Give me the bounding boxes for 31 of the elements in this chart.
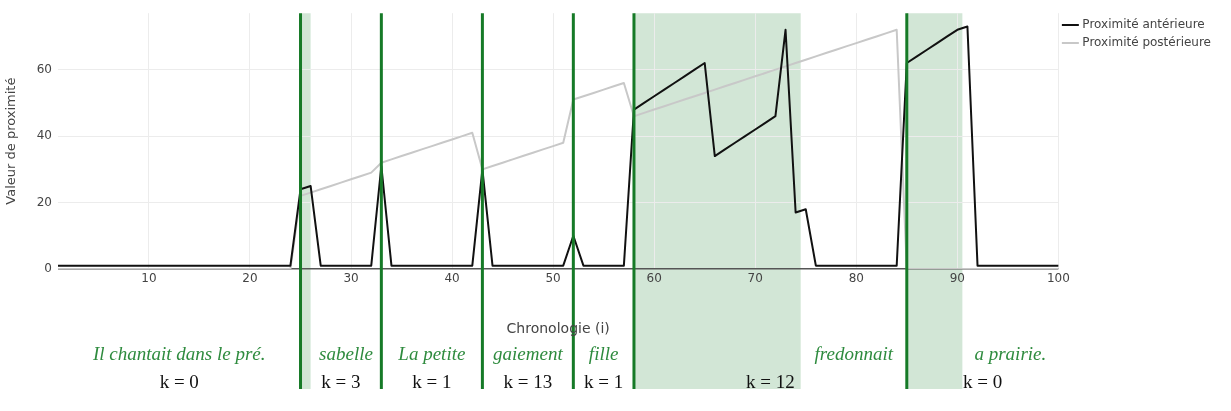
text: k = 1 <box>412 370 452 392</box>
text: k = 0 <box>962 370 1003 392</box>
text: gaiement <box>493 343 564 364</box>
text: La petite <box>397 343 466 364</box>
x-tick-label: 50 <box>545 271 561 286</box>
x-tick-label: 80 <box>848 271 864 286</box>
x-tick-label: 100 <box>1046 271 1070 286</box>
text: fredonnait <box>814 343 894 364</box>
x-tick-label: 10 <box>141 271 157 286</box>
text: k = 12 <box>746 370 795 392</box>
text: a prairie. <box>974 343 1047 364</box>
text: k = 1 <box>584 370 624 392</box>
text: k = 3 <box>321 370 361 392</box>
y-tick-label: 0 <box>44 261 52 276</box>
legend-label: Proximité postérieure <box>1082 35 1211 50</box>
x-tick-label: 60 <box>646 271 662 286</box>
y-tick-label: 60 <box>36 61 52 76</box>
text: k = 13 <box>503 370 553 392</box>
x-tick-label: 40 <box>444 271 460 286</box>
x-tick-label: 90 <box>949 271 965 286</box>
text: fille <box>588 343 619 364</box>
y-tick-label: 40 <box>36 128 52 143</box>
y-axis-title: Valeur de proximité <box>3 77 19 205</box>
x-tick-label: 70 <box>747 271 763 286</box>
text: Il chantait dans le pré. <box>91 343 266 364</box>
x-tick-label: 30 <box>343 271 359 286</box>
text: k = 0 <box>159 370 199 392</box>
legend-label: Proximité antérieure <box>1082 17 1205 32</box>
x-tick-label: 20 <box>242 271 258 286</box>
text: sabelle <box>319 343 373 364</box>
y-tick-label: 20 <box>36 194 52 209</box>
